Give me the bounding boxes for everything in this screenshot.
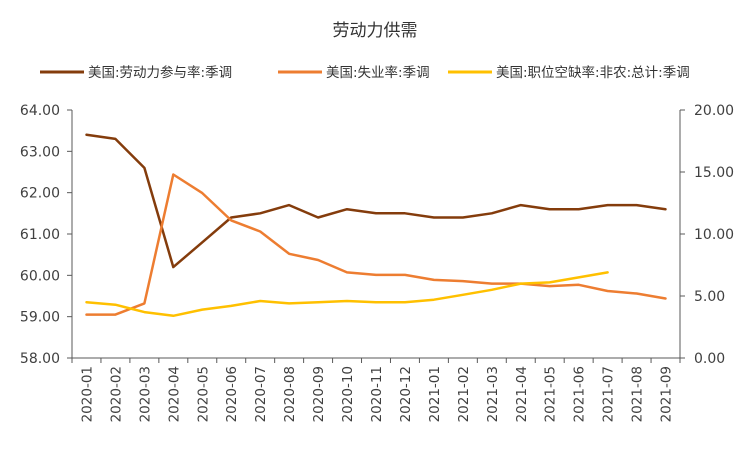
- x-tick-label: 2020-10: [340, 366, 356, 422]
- left-tick-label: 62.00: [20, 186, 60, 202]
- right-tick-label: 5.00: [694, 289, 725, 305]
- x-tick-label: 2021-06: [572, 366, 588, 422]
- x-tick-label: 2021-05: [543, 366, 559, 422]
- x-tick-label: 2021-03: [485, 366, 501, 422]
- series-line-1: [85, 173, 667, 316]
- x-tick-label: 2020-07: [253, 366, 269, 422]
- legend-label-2: 美国:职位空缺率:非农:总计:季调: [496, 64, 690, 81]
- series-lines: [85, 133, 667, 318]
- x-tick-label: 2020-04: [166, 366, 182, 422]
- x-tick-label: 2020-03: [137, 366, 153, 422]
- axes: 58.00 59.00 60.00 61.00 62.00 63.00 64.00 0.00 5…: [20, 103, 734, 422]
- x-tick-label: 2020-01: [79, 366, 95, 422]
- right-tick-label: 10.00: [694, 227, 734, 243]
- x-tick-label: 2021-01: [427, 366, 443, 422]
- right-tick-label: 0.00: [694, 351, 725, 367]
- x-tick-label: 2021-04: [514, 366, 530, 422]
- x-tick-label: 2021-02: [456, 366, 472, 422]
- x-tick-label: 2021-07: [601, 366, 617, 422]
- left-tick-label: 60.00: [20, 268, 60, 284]
- left-tick-label: 64.00: [20, 103, 60, 119]
- chart-title: 劳动力供需: [333, 21, 418, 41]
- x-tick-label: 2020-09: [311, 366, 327, 422]
- left-tick-label: 59.00: [20, 310, 60, 326]
- series-line-2: [85, 271, 609, 318]
- x-tick-label: 2020-12: [398, 366, 414, 422]
- x-tick-label: 2020-11: [369, 366, 385, 422]
- left-tick-label: 61.00: [20, 227, 60, 243]
- series-line-0: [85, 133, 667, 269]
- legend: 美国:劳动力参与率:季调 美国:失业率:季调 美国:职位空缺率:非农:总计:季调: [40, 64, 690, 81]
- left-tick-label: 63.00: [20, 144, 60, 160]
- right-tick-label: 20.00: [694, 103, 734, 119]
- legend-label-0: 美国:劳动力参与率:季调: [88, 64, 232, 81]
- x-tick-label: 2020-05: [195, 366, 211, 422]
- x-tick-label: 2021-09: [659, 366, 675, 422]
- right-tick-label: 15.00: [694, 165, 734, 181]
- x-tick-label: 2020-02: [108, 366, 124, 422]
- x-tick-label: 2021-08: [630, 366, 646, 422]
- x-tick-label: 2020-08: [282, 366, 298, 422]
- left-tick-label: 58.00: [20, 351, 60, 367]
- legend-label-1: 美国:失业率:季调: [326, 64, 430, 81]
- x-tick-label: 2020-06: [224, 366, 240, 422]
